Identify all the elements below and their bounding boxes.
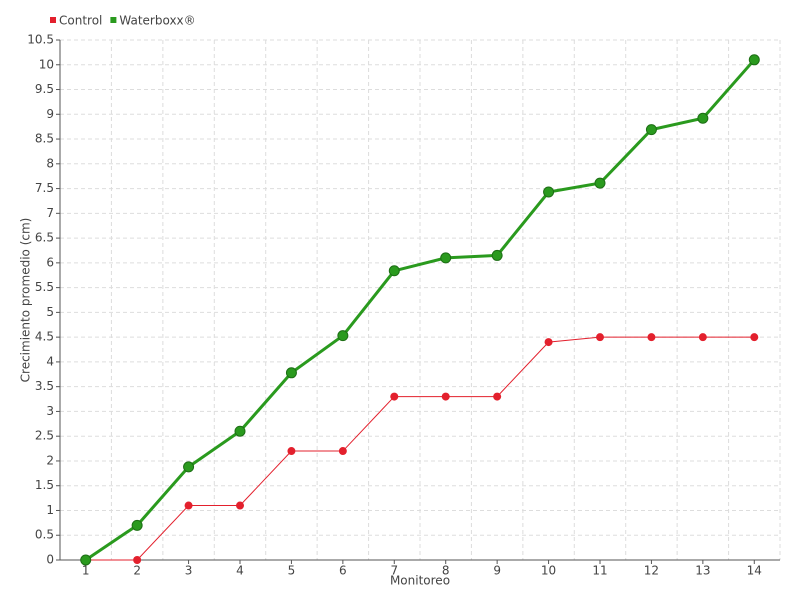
y-tick-label: 1 xyxy=(46,503,54,517)
data-point xyxy=(388,265,400,277)
x-tick-label: 12 xyxy=(644,564,659,578)
y-tick-label: 6.5 xyxy=(35,231,54,245)
y-tick-label: 4.5 xyxy=(35,330,54,344)
series-line xyxy=(85,336,755,561)
y-tick-label: 4 xyxy=(46,354,54,368)
x-axis-label: Monitoreo xyxy=(390,574,450,588)
x-tick-label: 11 xyxy=(592,564,607,578)
data-point xyxy=(493,392,502,401)
legend-swatch xyxy=(110,17,117,23)
data-point xyxy=(698,333,707,342)
data-point xyxy=(491,249,503,261)
y-tick-label: 3.5 xyxy=(35,379,54,393)
data-point xyxy=(544,338,553,347)
x-tick-label: 13 xyxy=(695,564,710,578)
x-tick-label: 9 xyxy=(493,564,501,578)
data-point xyxy=(594,177,606,189)
legend-swatch xyxy=(50,17,56,23)
x-tick-label: 3 xyxy=(185,564,193,578)
data-point xyxy=(596,333,604,342)
y-tick-label: 5.5 xyxy=(35,280,54,294)
y-tick-label: 6 xyxy=(46,255,54,269)
x-tick-label: 14 xyxy=(747,564,762,578)
data-point xyxy=(236,501,244,510)
y-tick-label: 2.5 xyxy=(35,429,54,443)
data-point xyxy=(543,186,555,198)
data-point xyxy=(133,556,142,564)
legend-label: Control xyxy=(59,14,102,28)
y-tick-label: 8.5 xyxy=(35,132,54,146)
data-point xyxy=(750,333,759,342)
x-tick-label: 4 xyxy=(236,564,244,578)
data-point xyxy=(131,519,143,531)
data-point xyxy=(441,392,450,401)
series-line xyxy=(84,58,756,562)
data-point xyxy=(234,425,246,437)
data-point xyxy=(80,554,92,566)
data-point xyxy=(285,367,297,379)
data-point xyxy=(287,447,296,456)
data-point xyxy=(390,392,399,401)
y-tick-label: 9.5 xyxy=(35,82,54,96)
x-tick-label: 2 xyxy=(133,564,141,578)
y-tick-label: 9 xyxy=(46,107,54,121)
y-axis-label: Crecimiento promedio (cm) xyxy=(19,218,33,383)
data-point xyxy=(184,501,193,510)
data-point xyxy=(645,124,657,136)
data-point xyxy=(338,447,347,456)
data-point xyxy=(440,252,452,264)
x-tick-label: 8 xyxy=(442,564,450,578)
y-tick-label: 3 xyxy=(46,404,54,418)
y-tick-label: 2 xyxy=(46,453,54,467)
x-tick-label: 6 xyxy=(339,564,347,578)
x-tick-label: 1 xyxy=(82,564,90,578)
y-tick-label: 10 xyxy=(39,57,54,71)
y-tick-label: 1.5 xyxy=(35,478,54,492)
data-point xyxy=(748,54,760,66)
data-point xyxy=(337,330,349,342)
x-tick-label: 5 xyxy=(288,564,296,578)
y-tick-label: 0 xyxy=(46,553,54,567)
data-point xyxy=(647,333,656,342)
y-tick-label: 5 xyxy=(46,305,54,319)
y-tick-label: 0.5 xyxy=(35,528,54,542)
y-tick-label: 7 xyxy=(46,206,54,220)
legend-label: Waterboxx® xyxy=(119,14,195,28)
x-tick-label: 10 xyxy=(541,564,556,578)
y-tick-label: 10.5 xyxy=(27,33,54,47)
data-point xyxy=(183,461,195,473)
data-point xyxy=(697,112,709,124)
y-tick-label: 8 xyxy=(46,156,54,170)
x-tick-label: 7 xyxy=(390,564,398,578)
y-tick-label: 7.5 xyxy=(35,181,54,195)
